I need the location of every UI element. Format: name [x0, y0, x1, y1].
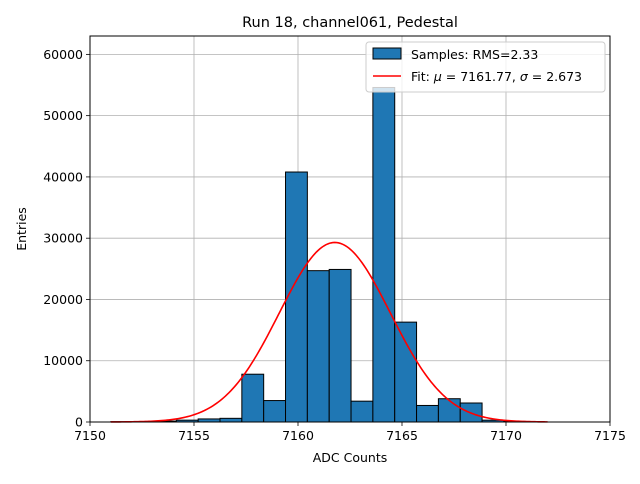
- x-tick-label: 7165: [386, 428, 418, 443]
- histogram-bar: [438, 399, 460, 422]
- y-tick-label: 0: [75, 415, 83, 430]
- legend-label-samples: Samples: RMS=2.33: [411, 47, 538, 62]
- legend-label-fit: Fit: μ = 7161.77, σ = 2.673: [411, 69, 582, 84]
- y-tick-label: 30000: [43, 231, 83, 246]
- histogram-bar: [264, 401, 286, 422]
- histogram-bar: [351, 401, 373, 422]
- x-tick-label: 7155: [178, 428, 210, 443]
- y-tick-label: 50000: [43, 108, 83, 123]
- histogram-bar: [307, 271, 329, 422]
- histogram-bars: [111, 87, 526, 422]
- x-axis-label: ADC Counts: [313, 450, 388, 465]
- histogram-bar: [242, 374, 264, 422]
- y-axis-ticks: 0 10000 20000 30000 40000 50000 60000: [43, 47, 90, 430]
- legend-fit-sigma-value: = 2.673: [528, 69, 582, 84]
- y-tick-label: 20000: [43, 292, 83, 307]
- histogram-bar: [373, 87, 395, 422]
- legend-swatch-samples: [373, 48, 401, 59]
- legend-fit-prefix: Fit:: [411, 69, 434, 84]
- y-tick-label: 60000: [43, 47, 83, 62]
- histogram-bar: [417, 405, 439, 422]
- x-axis-ticks: 7150 7155 7160 7165 7170 7175: [74, 422, 626, 443]
- legend-fit-mu-value: = 7161.77,: [442, 69, 520, 84]
- histogram-bar: [329, 269, 351, 422]
- histogram-bar: [220, 418, 242, 422]
- x-tick-label: 7175: [594, 428, 626, 443]
- y-axis-label: Entries: [14, 207, 29, 251]
- y-tick-label: 10000: [43, 353, 83, 368]
- histogram-bar: [395, 322, 417, 422]
- histogram-bar: [286, 172, 308, 422]
- y-tick-label: 40000: [43, 169, 83, 184]
- legend-fit-mu-symbol: μ: [433, 69, 442, 84]
- legend: Samples: RMS=2.33 Fit: μ = 7161.77, σ = …: [366, 42, 605, 92]
- chart-title: Run 18, channel061, Pedestal: [242, 15, 458, 31]
- x-tick-label: 7160: [282, 428, 314, 443]
- x-tick-label: 7170: [490, 428, 522, 443]
- x-tick-label: 7150: [74, 428, 106, 443]
